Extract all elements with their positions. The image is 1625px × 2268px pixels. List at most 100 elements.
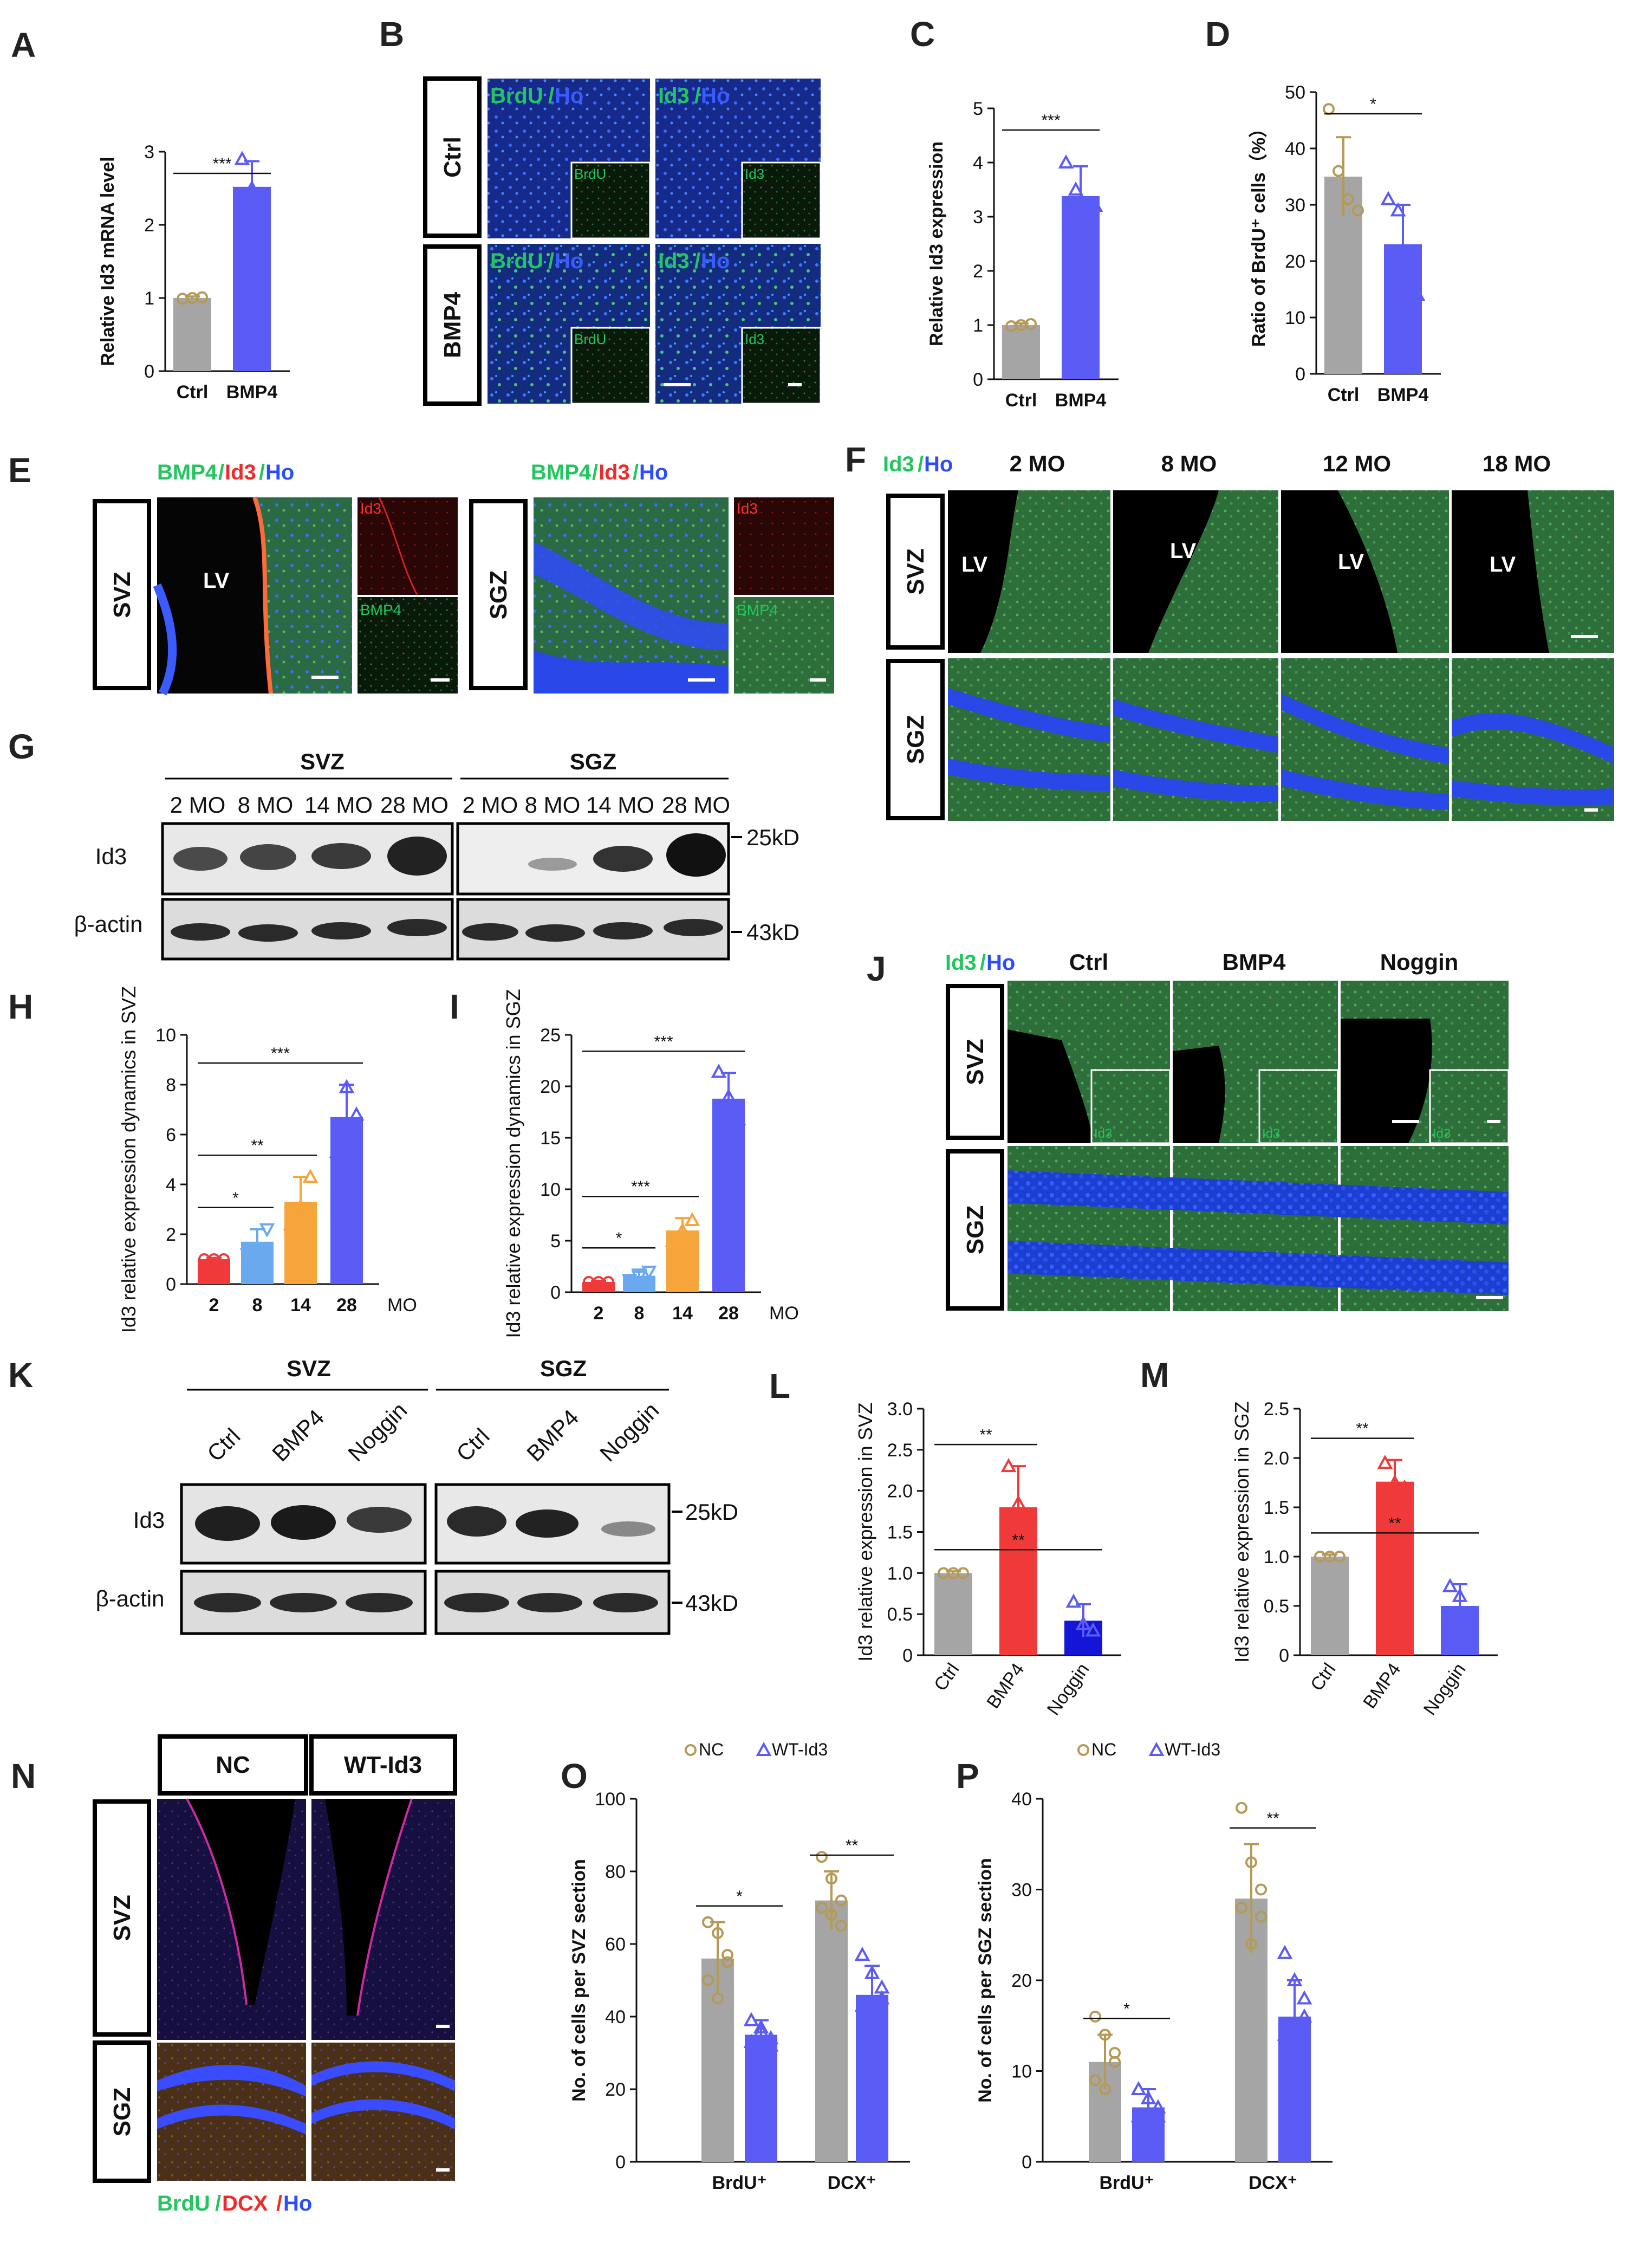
band-g-actin-2: [238, 924, 298, 942]
point-c-1-3: [1087, 197, 1103, 212]
point-p-1-0-3: [1236, 1902, 1247, 1914]
chart-m: 0 0.5 1.0 1.5 2.0 2.5 Ctrl BMP4 Noggin Id3 relati…: [1231, 1399, 1498, 1719]
point-p-1-0-4: [1245, 1938, 1257, 1950]
y-tick-label-l-6: 3.0: [887, 1399, 913, 1420]
point-h-1-0: [239, 1248, 256, 1262]
label-e-bmp4-1: BMP4: [157, 461, 218, 484]
kd-label-g-25: 25kD: [746, 825, 800, 850]
legend-n-dcx: DCX: [222, 2192, 268, 2215]
panel-letter-n: N: [11, 1757, 36, 1796]
y-tick-label-i-2: 10: [540, 1180, 561, 1200]
y-tick-label-l-4: 2.0: [887, 1481, 913, 1502]
slash-j: /: [980, 951, 986, 975]
x-tick-label-l-0: Ctrl: [930, 1660, 963, 1695]
legend-marker-o-1: [756, 1741, 772, 1756]
x-tick-label-l-1: BMP4: [983, 1660, 1028, 1713]
y-tick-label-i-1: 5: [550, 1231, 561, 1252]
x-tick-label-i-1: 8: [634, 1303, 645, 1324]
point-p-0-0-0: [1089, 2011, 1101, 2023]
point-o-1-0-4: [826, 1909, 837, 1921]
col-box-n-wt: [309, 1734, 457, 1796]
label-b-brdu-1: BrdU: [490, 84, 543, 108]
bar-m-0: [1311, 1557, 1349, 1655]
point-i-3-2: [730, 1111, 746, 1125]
band-k-id3-3: [347, 1507, 412, 1533]
y-tick-label-i-4: 20: [540, 1077, 561, 1097]
y-tick-label-d-0: 0: [1295, 364, 1305, 385]
edge-e-svz: [153, 583, 177, 696]
label-e-ho-2: Ho: [639, 461, 668, 484]
y-label-l: Id3 relative expression in SVZ: [854, 1402, 876, 1661]
point-i-2-1: [674, 1222, 691, 1236]
band-k-actin-6: [593, 1593, 658, 1612]
bar-l-0: [934, 1573, 972, 1655]
x-tick-label-h-2: 14: [290, 1295, 311, 1316]
x-tick-label-p-0: BrdU⁺: [1099, 2173, 1154, 2193]
y-tick-label-m-1: 0.5: [1264, 1596, 1289, 1617]
label-j-ho: Ho: [986, 951, 1015, 975]
granule-f-2b: [1113, 769, 1278, 802]
row-box-n-svz: [93, 1799, 151, 2037]
lv-label-f-2: LV: [1170, 539, 1196, 563]
band-g-actin-5: [462, 923, 518, 941]
group-label-g-svz: SVZ: [300, 749, 344, 774]
y-tick-label-o-4: 80: [605, 1862, 626, 1882]
granule-layer-e-1: [534, 542, 729, 650]
row-label-f-sgz: SGZ: [902, 715, 929, 764]
bar-a-0: [173, 298, 211, 371]
inset-label-j-2: Id3: [1262, 1126, 1280, 1141]
panel-letter-j: J: [867, 949, 886, 988]
y-label-c: Relative Id3 expression: [926, 141, 947, 346]
chart-o: 0 20 40 60 80 100 BrdU⁺ * DCX⁺ ** No. of cells per…: [569, 1740, 910, 2193]
granule-f-1a: [948, 688, 1110, 742]
band-k-actin-5: [517, 1593, 582, 1612]
sig-label-i-0: *: [616, 1229, 622, 1247]
x-tick-label-c-1: BMP4: [1055, 390, 1107, 411]
point-m-2-0: [1442, 1578, 1458, 1592]
panel-letter-m: M: [1140, 1356, 1169, 1395]
band-g-actin-8: [664, 919, 723, 936]
y-tick-label-c-4: 4: [973, 153, 983, 173]
sig-label-i-2: ***: [654, 1033, 673, 1051]
legend-label-o-1: WT-Id3: [772, 1740, 828, 1759]
point-o-1-0-0: [816, 1851, 828, 1863]
x-tick-label-i-3: 28: [718, 1303, 739, 1324]
panel-letter-l: L: [769, 1366, 790, 1405]
panel-letter-a: A: [11, 25, 36, 64]
point-l-1-2: [1020, 1524, 1036, 1538]
band-g-id3-3: [311, 843, 371, 869]
point-p-1-1-2: [1296, 2008, 1312, 2023]
row-label-box-ctrl: [423, 76, 482, 238]
point-p-1-1-5: [1296, 1990, 1312, 2005]
y-tick-label-a-3: 3: [144, 142, 154, 163]
inset-b-ctrl-id3: [741, 161, 822, 239]
lane-k-6: Noggin: [595, 1397, 664, 1466]
y-tick-label-m-5: 2.5: [1264, 1399, 1289, 1420]
point-h-1-1: [249, 1243, 265, 1258]
y-tick-label-a-0: 0: [144, 361, 154, 382]
granule-f-4a: [1452, 713, 1614, 764]
point-d-1-2: [1400, 252, 1416, 267]
sig-label-p-1: **: [1266, 1810, 1279, 1828]
panel-letter-p: P: [956, 1757, 979, 1796]
slash-n-2: /: [276, 2192, 282, 2215]
col-label-f-2mo: 2 MO: [1010, 451, 1065, 476]
row-label-box-j-sgz: [946, 1149, 1004, 1311]
point-o-0-0-0: [702, 1916, 714, 1928]
point-p-1-0-5: [1255, 1910, 1267, 1923]
band-k-id3-6: [601, 1521, 655, 1537]
label-b-ho-1: Ho: [555, 84, 583, 108]
label-f-ho: Ho: [924, 452, 953, 476]
panel-k-western-blot: SVZ SGZ Ctrl BMP4 Noggin Ctrl BMP4 Noggi…: [96, 1356, 738, 1635]
group-label-g-sgz: SGZ: [570, 749, 616, 774]
point-p-1-0-1: [1245, 1856, 1257, 1869]
x-tick-label-h-0: 2: [209, 1295, 219, 1316]
kd-label-k-43: 43kD: [685, 1590, 738, 1616]
point-i-2-2: [684, 1211, 700, 1226]
point-o-1-1-3: [854, 1997, 870, 2012]
inset-e-sgz-bmp4: [734, 597, 834, 694]
col-label-j-noggin: Noggin: [1380, 949, 1459, 975]
inset-e-sgz-id3: [734, 497, 834, 595]
slash-n-1: /: [215, 2192, 221, 2215]
